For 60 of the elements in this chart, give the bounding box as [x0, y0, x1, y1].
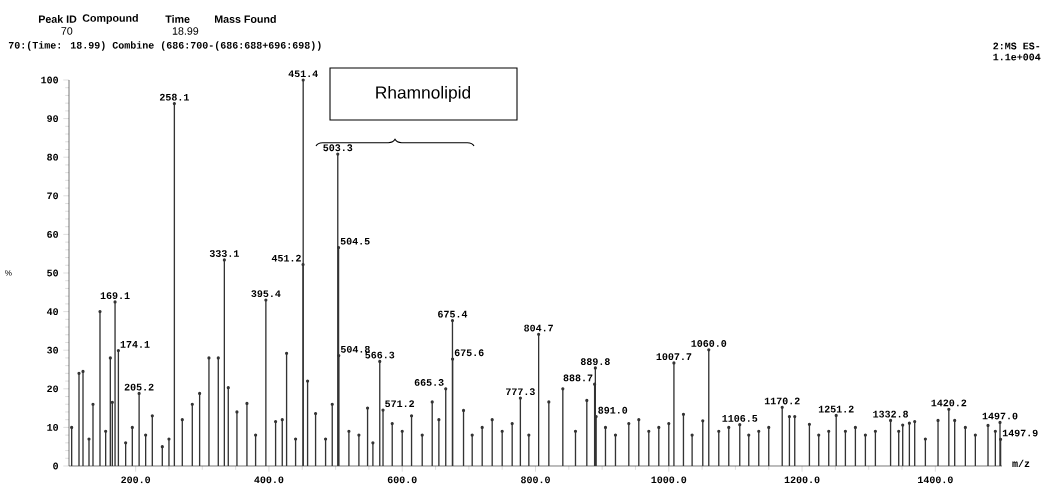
x-tick-label: 1400.0	[918, 476, 953, 484]
annotation: 169.1	[100, 292, 130, 300]
y-tick-label: 20	[47, 385, 59, 393]
annotation: 1106.5	[722, 414, 758, 422]
x-tick-label: 600.0	[387, 476, 417, 484]
annotation: 1420.2	[931, 399, 967, 407]
y-tick-label: 100	[41, 76, 59, 84]
annotation: 395.4	[251, 290, 281, 298]
y-tick-label: 90	[47, 115, 59, 122]
annotation: 566.3	[365, 351, 395, 359]
annotation: 804.7	[524, 324, 553, 332]
text: 70:(Time: 18.99) Combine (686:700-(686:688+696:698))	[8, 41, 321, 51]
annotation: 205.2	[124, 383, 154, 391]
annotation: 174.1	[120, 341, 150, 348]
annotation: 777.3	[506, 388, 535, 396]
annotation: 1332.8	[873, 410, 909, 418]
annotation: 1060.0	[691, 340, 727, 347]
annotation: 504.8	[340, 345, 370, 353]
x-tick-label: 200.0	[121, 476, 151, 484]
annotation: 1007.7	[656, 353, 692, 361]
x-tick-label: 1200.0	[784, 476, 820, 484]
annotation: 1251.2	[818, 405, 854, 413]
annotation: 503.3	[323, 144, 353, 152]
x-tick-label: 800.0	[521, 476, 550, 484]
text: Peak ID	[38, 15, 77, 23]
text: 70	[61, 27, 73, 35]
annotation: 571.2	[385, 400, 415, 408]
annotation: 891.0	[598, 406, 628, 414]
y-tick-label: 10	[47, 424, 59, 431]
annotation: 258.1	[159, 93, 189, 101]
y-tick-label: 40	[46, 308, 59, 315]
y-tick-label: 60	[47, 231, 59, 238]
annotation: 333.1	[209, 250, 239, 257]
y-tick-label: 0	[53, 462, 59, 470]
annotation: 665.3	[414, 379, 444, 386]
x-tick-label: 400.0	[254, 476, 284, 484]
y-tick-label: 70	[47, 192, 59, 200]
annotation: 504.5	[340, 237, 370, 245]
annotation: 888.7	[563, 374, 593, 382]
text: 1.1e+004	[993, 53, 1041, 61]
text: 2:MS ES-	[993, 42, 1040, 50]
annotation: 451.2	[271, 254, 301, 262]
text: 18.99	[172, 27, 199, 35]
y-tick-label: 30	[47, 346, 59, 354]
annotation: 675.4	[438, 310, 468, 318]
annotation: 451.4	[288, 70, 318, 78]
text: Time	[165, 15, 190, 23]
text: Mass Found	[214, 15, 276, 23]
annotation: 1497.9	[1002, 429, 1038, 437]
annotation: 675.6	[454, 349, 484, 357]
y-axis-title: %	[5, 270, 12, 276]
y-tick-label: 50	[47, 269, 59, 277]
y-tick-label: 80	[47, 153, 59, 161]
x-axis-title: m/z	[1012, 459, 1030, 468]
x-tick-label: 1000.0	[651, 476, 687, 484]
annotation: 1497.0	[982, 412, 1018, 420]
annotation: 1170.2	[764, 397, 800, 405]
annotation: 889.8	[580, 358, 610, 366]
text: Compound	[82, 14, 138, 24]
annotation: Rhamnolipid	[376, 85, 471, 103]
